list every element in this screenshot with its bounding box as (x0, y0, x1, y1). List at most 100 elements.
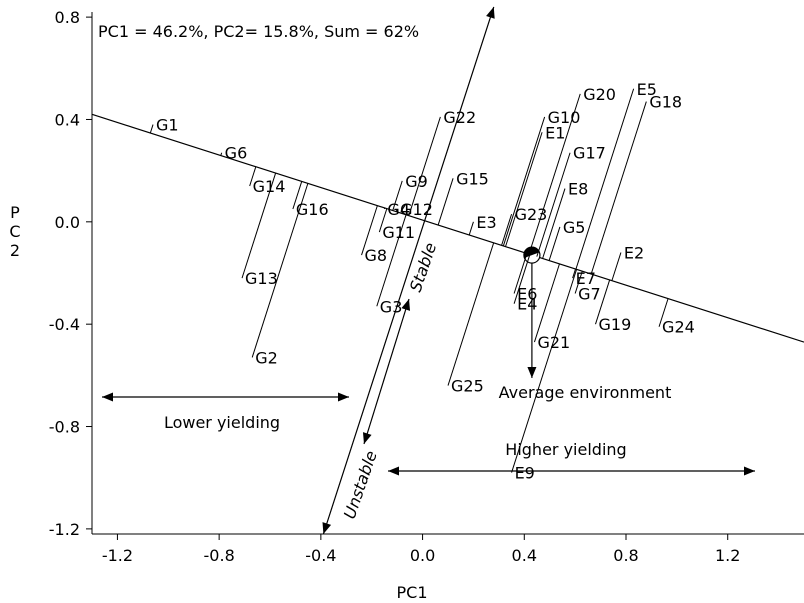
genotype-projection-g5 (548, 226, 561, 261)
genotype-label-g11: G11 (382, 223, 415, 242)
genotype-label-g9: G9 (405, 172, 428, 191)
x-tick-label: -0.4 (305, 546, 336, 565)
genotype-label-g2: G2 (255, 348, 278, 367)
y-tick-label: -0.4 (49, 315, 80, 334)
genotype-projection-g22 (408, 116, 441, 216)
higher-yielding-arrowhead-left (388, 466, 399, 476)
x-tick-label: 0.8 (613, 546, 638, 565)
stable-unstable-arrow (363, 298, 410, 445)
genotype-label-g14: G14 (253, 177, 286, 196)
vector-lines (91, 6, 804, 535)
genotype-projection-g8 (361, 205, 378, 256)
genotype-label-g17: G17 (573, 144, 606, 163)
y-tick-label: -1.2 (49, 520, 80, 539)
genotype-projection-g2 (251, 183, 309, 358)
genotype-label-g6: G6 (225, 144, 248, 163)
genotype-projection-g20 (528, 93, 581, 255)
genotype-projection-g10 (502, 116, 546, 247)
genotype-projection-g7 (574, 271, 583, 294)
genotype-projection-g1 (149, 124, 154, 134)
unstable-arrowhead (362, 432, 372, 444)
genotype-projection-g16 (292, 181, 303, 210)
chart-title: PC1 = 46.2%, PC2= 15.8%, Sum = 62% (98, 22, 419, 41)
genotype-projection-g19 (595, 279, 611, 325)
x-axis-title: PC1 (397, 583, 428, 602)
average-environment-label: Average environment (499, 383, 672, 402)
stability-axis-arrowhead-bottom (322, 522, 332, 534)
genotype-label-g16: G16 (296, 200, 329, 219)
genotype-label-g25: G25 (451, 377, 484, 396)
genotype-projection-g25 (447, 242, 495, 386)
genotype-projection-g11 (378, 208, 388, 233)
genotype-label-g10: G10 (548, 108, 581, 127)
environment-projection-e6 (513, 253, 528, 294)
environment-projection-e2 (611, 252, 622, 281)
y-axis-title: PC2 (9, 203, 20, 260)
higher-yielding-arrowhead-right (744, 466, 755, 476)
average-environment-arrowhead (527, 367, 537, 378)
stable-label: Stable (406, 240, 441, 294)
environment-projection-e4 (513, 254, 531, 304)
genotype-label-g22: G22 (443, 108, 476, 127)
genotype-projection-g12 (395, 208, 398, 212)
environment-label-e8: E8 (568, 180, 588, 199)
environment-projection-e9 (511, 269, 578, 473)
x-tick-label: -1.2 (102, 546, 133, 565)
genotype-projection-g17 (536, 152, 571, 257)
genotype-label-g24: G24 (662, 318, 695, 337)
genotype-label-g19: G19 (598, 315, 631, 334)
unstable-label: Unstable (340, 448, 381, 521)
genotype-label-g12: G12 (400, 200, 433, 219)
aea-line (91, 113, 804, 343)
genotype-label-g8: G8 (365, 246, 388, 265)
environment-projection-e3 (468, 221, 474, 236)
stable-arrowhead (401, 299, 411, 311)
genotype-projection-g21 (533, 263, 560, 343)
x-tick-label: 1.2 (715, 546, 740, 565)
stability-axis (322, 6, 495, 535)
genotype-projection-g14 (249, 166, 257, 187)
environment-label-e7: E7 (576, 269, 596, 288)
genotype-projection-g18 (590, 101, 647, 275)
genotype-projection-g23 (501, 213, 513, 246)
y-tick-label: 0.4 (55, 110, 80, 129)
average-environment-marker-fill (523, 247, 540, 258)
environment-label-e6: E6 (517, 284, 537, 303)
y-axis-title-char: P (10, 203, 20, 222)
y-tick-label: 0.0 (55, 213, 80, 232)
environment-projection-e5 (575, 88, 635, 270)
environment-label-e9: E9 (515, 464, 535, 483)
environment-label-e1: E1 (545, 123, 565, 142)
lower-yielding-arrowhead-left (102, 392, 113, 402)
genotype-label-g4: G4 (387, 200, 410, 219)
x-tick-label: -0.8 (204, 546, 235, 565)
environment-label-e5: E5 (637, 80, 657, 99)
axis-ticks: -1.2 -0.8 -0.4 0.0 0.4 0.8 1.2 -1.2 -0.8 -0.4 0.0 0… (49, 8, 741, 565)
genotype-label-g20: G20 (583, 85, 616, 104)
genotype-projection-g6 (220, 152, 223, 156)
genotype-label-g3: G3 (380, 297, 403, 316)
x-tick-label: 0.4 (512, 546, 537, 565)
genotype-label-g7: G7 (578, 284, 601, 303)
environment-label-e3: E3 (476, 213, 496, 232)
genotype-projection-g13 (241, 172, 277, 279)
genotype-projection-g3 (376, 214, 407, 307)
stability-axis-arrowhead-top (486, 6, 495, 19)
environment-projection-e7 (572, 268, 576, 279)
genotype-label-g13: G13 (245, 269, 278, 288)
genotype-label-g15: G15 (456, 169, 489, 188)
genotype-label-g23: G23 (515, 205, 548, 224)
genotype-label-g1: G1 (156, 116, 179, 135)
genotype-label-g5: G5 (563, 218, 586, 237)
environment-label-e2: E2 (624, 244, 644, 263)
higher-yielding-label: Higher yielding (505, 440, 626, 459)
y-tick-label: -0.8 (49, 418, 80, 437)
environment-projection-e8 (542, 188, 566, 259)
lower-yielding-arrowhead-right (338, 392, 349, 402)
genotype-projection-g24 (658, 298, 669, 327)
genotype-projection-g9 (392, 180, 403, 211)
y-axis-title-char: 2 (10, 241, 20, 260)
environment-projection-e1 (505, 132, 543, 247)
x-tick-label: 0.0 (410, 546, 435, 565)
